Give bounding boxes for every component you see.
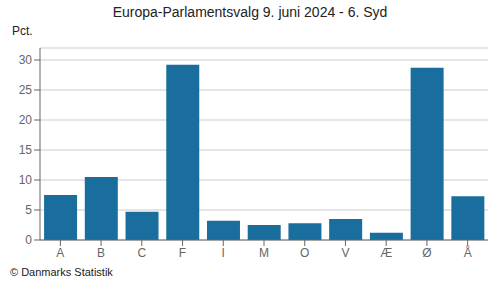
html-text:Pct.: Pct. [12,24,33,38]
svg-text:I: I [222,246,225,260]
svg-text:A: A [56,246,64,260]
html-text:© Danmarks Statistik: © Danmarks Statistik [10,266,113,278]
html-text:Europa-Parlamentsvalg 9. juni: Europa-Parlamentsvalg 9. juni 2024 - 6. … [112,4,388,20]
svg-text:10: 10 [19,173,33,187]
svg-text:30: 30 [19,53,33,67]
svg-text:V: V [341,246,349,260]
svg-text:5: 5 [25,203,32,217]
svg-text:M: M [259,246,269,260]
svg-text:0: 0 [25,233,32,247]
svg-text:B: B [97,246,105,260]
svg-text:Æ: Æ [380,246,392,260]
svg-text:Å: Å [464,245,472,260]
svg-text:20: 20 [19,113,33,127]
svg-text:Ø: Ø [422,246,431,260]
svg-text:O: O [300,246,309,260]
svg-text:15: 15 [19,143,33,157]
svg-text:F: F [179,246,186,260]
svg-text:C: C [137,246,146,260]
svg-text:25: 25 [19,83,33,97]
